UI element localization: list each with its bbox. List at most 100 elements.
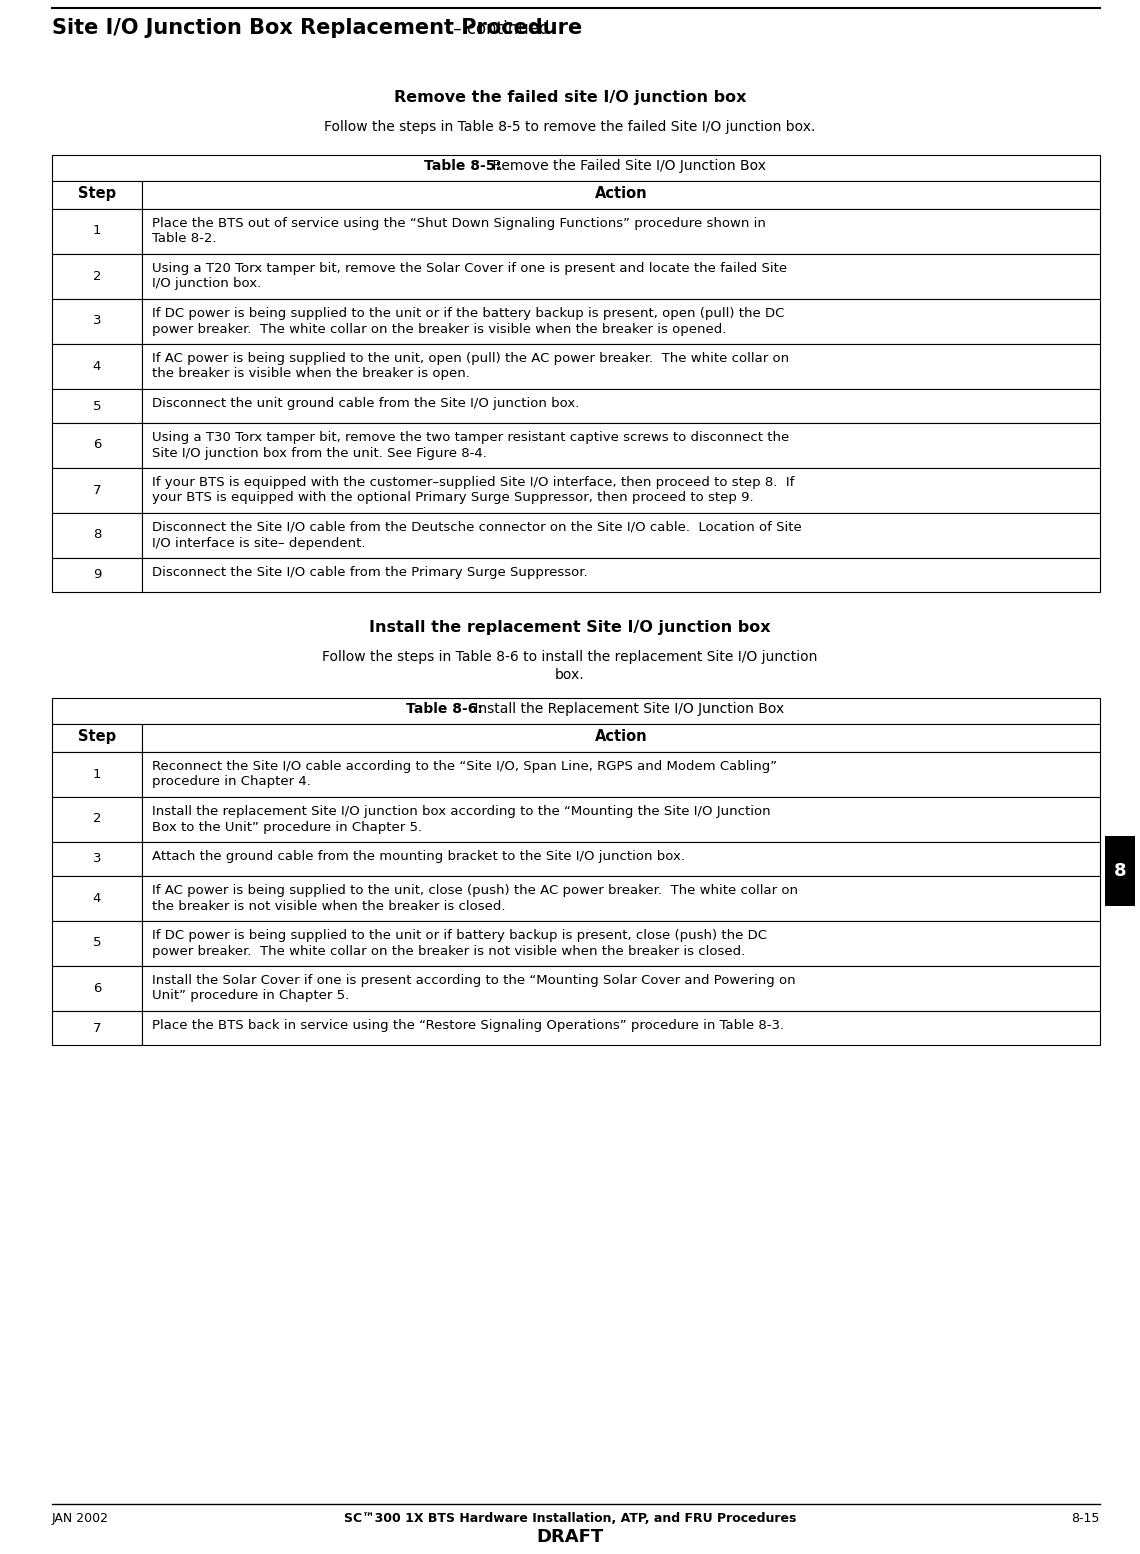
- Text: the breaker is visible when the breaker is open.: the breaker is visible when the breaker …: [152, 367, 470, 381]
- Text: If DC power is being supplied to the unit or if battery backup is present, close: If DC power is being supplied to the uni…: [152, 929, 767, 942]
- Text: Remove the Failed Site I/O Junction Box: Remove the Failed Site I/O Junction Box: [489, 159, 766, 172]
- Text: 2: 2: [92, 813, 101, 825]
- Text: box.: box.: [555, 668, 585, 682]
- Text: Box to the Unit” procedure in Chapter 5.: Box to the Unit” procedure in Chapter 5.: [152, 821, 422, 833]
- Text: power breaker.  The white collar on the breaker is visible when the breaker is o: power breaker. The white collar on the b…: [152, 323, 726, 336]
- Bar: [52, 253, 142, 298]
- Text: Install the Replacement Site I/O Junction Box: Install the Replacement Site I/O Junctio…: [471, 702, 784, 716]
- Bar: [142, 208, 1100, 253]
- Text: Site I/O junction box from the unit. See Figure 8-4.: Site I/O junction box from the unit. See…: [152, 446, 487, 460]
- Bar: [142, 967, 1100, 1012]
- Text: Using a T30 Torx tamper bit, remove the two tamper resistant captive screws to d: Using a T30 Torx tamper bit, remove the …: [152, 430, 789, 444]
- Text: Place the BTS out of service using the “Shut Down Signaling Functions” procedure: Place the BTS out of service using the “…: [152, 218, 766, 230]
- Text: Step: Step: [78, 186, 116, 200]
- Bar: [142, 752, 1100, 797]
- Text: Install the Solar Cover if one is present according to the “Mounting Solar Cover: Install the Solar Cover if one is presen…: [152, 974, 796, 987]
- Text: 5: 5: [92, 399, 101, 412]
- Bar: [52, 724, 142, 752]
- Bar: [52, 298, 142, 343]
- Text: Follow the steps in Table 8-5 to remove the failed Site I/O junction box.: Follow the steps in Table 8-5 to remove …: [324, 120, 816, 134]
- Text: 1: 1: [92, 768, 101, 780]
- Text: 3: 3: [92, 314, 101, 328]
- Text: Disconnect the Site I/O cable from the Deutsche connector on the Site I/O cable.: Disconnect the Site I/O cable from the D…: [152, 521, 801, 535]
- Bar: [142, 922, 1100, 967]
- Bar: [52, 967, 142, 1012]
- Text: I/O junction box.: I/O junction box.: [152, 278, 261, 291]
- Text: DRAFT: DRAFT: [537, 1528, 603, 1546]
- Text: If DC power is being supplied to the unit or if the battery backup is present, o: If DC power is being supplied to the uni…: [152, 308, 784, 320]
- Bar: [52, 423, 142, 468]
- Bar: [52, 876, 142, 922]
- Text: Place the BTS back in service using the “Restore Signaling Operations” procedure: Place the BTS back in service using the …: [152, 1019, 784, 1032]
- Text: I/O interface is site– dependent.: I/O interface is site– dependent.: [152, 536, 366, 550]
- Text: 1: 1: [92, 224, 101, 238]
- Text: JAN 2002: JAN 2002: [52, 1512, 109, 1524]
- Text: the breaker is not visible when the breaker is closed.: the breaker is not visible when the brea…: [152, 900, 505, 912]
- Text: Reconnect the Site I/O cable according to the “Site I/O, Span Line, RGPS and Mod: Reconnect the Site I/O cable according t…: [152, 760, 777, 772]
- Text: 8: 8: [92, 528, 101, 541]
- Bar: [52, 180, 142, 208]
- Bar: [52, 558, 142, 592]
- Bar: [52, 797, 142, 842]
- Text: Disconnect the Site I/O cable from the Primary Surge Suppressor.: Disconnect the Site I/O cable from the P…: [152, 566, 587, 580]
- Bar: [142, 558, 1100, 592]
- Text: Using a T20 Torx tamper bit, remove the Solar Cover if one is present and locate: Using a T20 Torx tamper bit, remove the …: [152, 263, 787, 275]
- Bar: [52, 388, 142, 423]
- Text: If AC power is being supplied to the unit, open (pull) the AC power breaker.  Th: If AC power is being supplied to the uni…: [152, 353, 789, 365]
- Text: 5: 5: [92, 937, 101, 949]
- Bar: [52, 1012, 142, 1044]
- Text: your BTS is equipped with the optional Primary Surge Suppressor, then proceed to: your BTS is equipped with the optional P…: [152, 491, 754, 505]
- Text: 7: 7: [92, 483, 101, 496]
- Bar: [52, 208, 142, 253]
- Text: – continued: – continued: [448, 20, 549, 37]
- Bar: [142, 343, 1100, 388]
- Text: 6: 6: [92, 438, 101, 452]
- Bar: [142, 298, 1100, 343]
- Text: 4: 4: [92, 892, 101, 904]
- Text: 3: 3: [92, 853, 101, 866]
- Bar: [52, 922, 142, 967]
- Bar: [142, 513, 1100, 558]
- Text: power breaker.  The white collar on the breaker is not visible when the breaker : power breaker. The white collar on the b…: [152, 945, 746, 957]
- Bar: [142, 876, 1100, 922]
- Bar: [142, 253, 1100, 298]
- Text: Table 8-2.: Table 8-2.: [152, 233, 217, 246]
- Text: 2: 2: [92, 269, 101, 283]
- Bar: [142, 842, 1100, 876]
- Bar: [1105, 836, 1135, 906]
- Text: SC™300 1X BTS Hardware Installation, ATP, and FRU Procedures: SC™300 1X BTS Hardware Installation, ATP…: [344, 1512, 796, 1524]
- Bar: [52, 698, 1100, 724]
- Text: 7: 7: [92, 1021, 101, 1035]
- Text: Unit” procedure in Chapter 5.: Unit” procedure in Chapter 5.: [152, 990, 349, 1002]
- Text: Follow the steps in Table 8-6 to install the replacement Site I/O junction: Follow the steps in Table 8-6 to install…: [323, 650, 817, 664]
- Text: 6: 6: [92, 982, 101, 995]
- Text: Table 8-6:: Table 8-6:: [406, 702, 482, 716]
- Text: 9: 9: [92, 569, 101, 581]
- Bar: [52, 155, 1100, 180]
- Bar: [142, 180, 1100, 208]
- Text: Table 8-5:: Table 8-5:: [423, 159, 500, 172]
- Text: Install the replacement Site I/O junction box: Install the replacement Site I/O junctio…: [369, 620, 771, 636]
- Text: 4: 4: [92, 359, 101, 373]
- Text: 8-15: 8-15: [1072, 1512, 1100, 1524]
- Bar: [52, 842, 142, 876]
- Text: Step: Step: [78, 729, 116, 744]
- Text: If your BTS is equipped with the customer–supplied Site I/O interface, then proc: If your BTS is equipped with the custome…: [152, 476, 795, 490]
- Bar: [142, 423, 1100, 468]
- Bar: [52, 343, 142, 388]
- Text: Disconnect the unit ground cable from the Site I/O junction box.: Disconnect the unit ground cable from th…: [152, 396, 579, 410]
- Bar: [142, 388, 1100, 423]
- Text: Attach the ground cable from the mounting bracket to the Site I/O junction box.: Attach the ground cable from the mountin…: [152, 850, 685, 862]
- Text: Install the replacement Site I/O junction box according to the “Mounting the Sit: Install the replacement Site I/O junctio…: [152, 805, 771, 817]
- Text: Action: Action: [595, 729, 648, 744]
- Text: procedure in Chapter 4.: procedure in Chapter 4.: [152, 775, 311, 788]
- Bar: [142, 1012, 1100, 1044]
- Bar: [52, 752, 142, 797]
- Text: Remove the failed site I/O junction box: Remove the failed site I/O junction box: [393, 90, 747, 106]
- Text: If AC power is being supplied to the unit, close (push) the AC power breaker.  T: If AC power is being supplied to the uni…: [152, 884, 798, 897]
- Text: Action: Action: [595, 186, 648, 200]
- Bar: [52, 513, 142, 558]
- Text: Site I/O Junction Box Replacement Procedure: Site I/O Junction Box Replacement Proced…: [52, 19, 583, 37]
- Bar: [142, 724, 1100, 752]
- Bar: [142, 797, 1100, 842]
